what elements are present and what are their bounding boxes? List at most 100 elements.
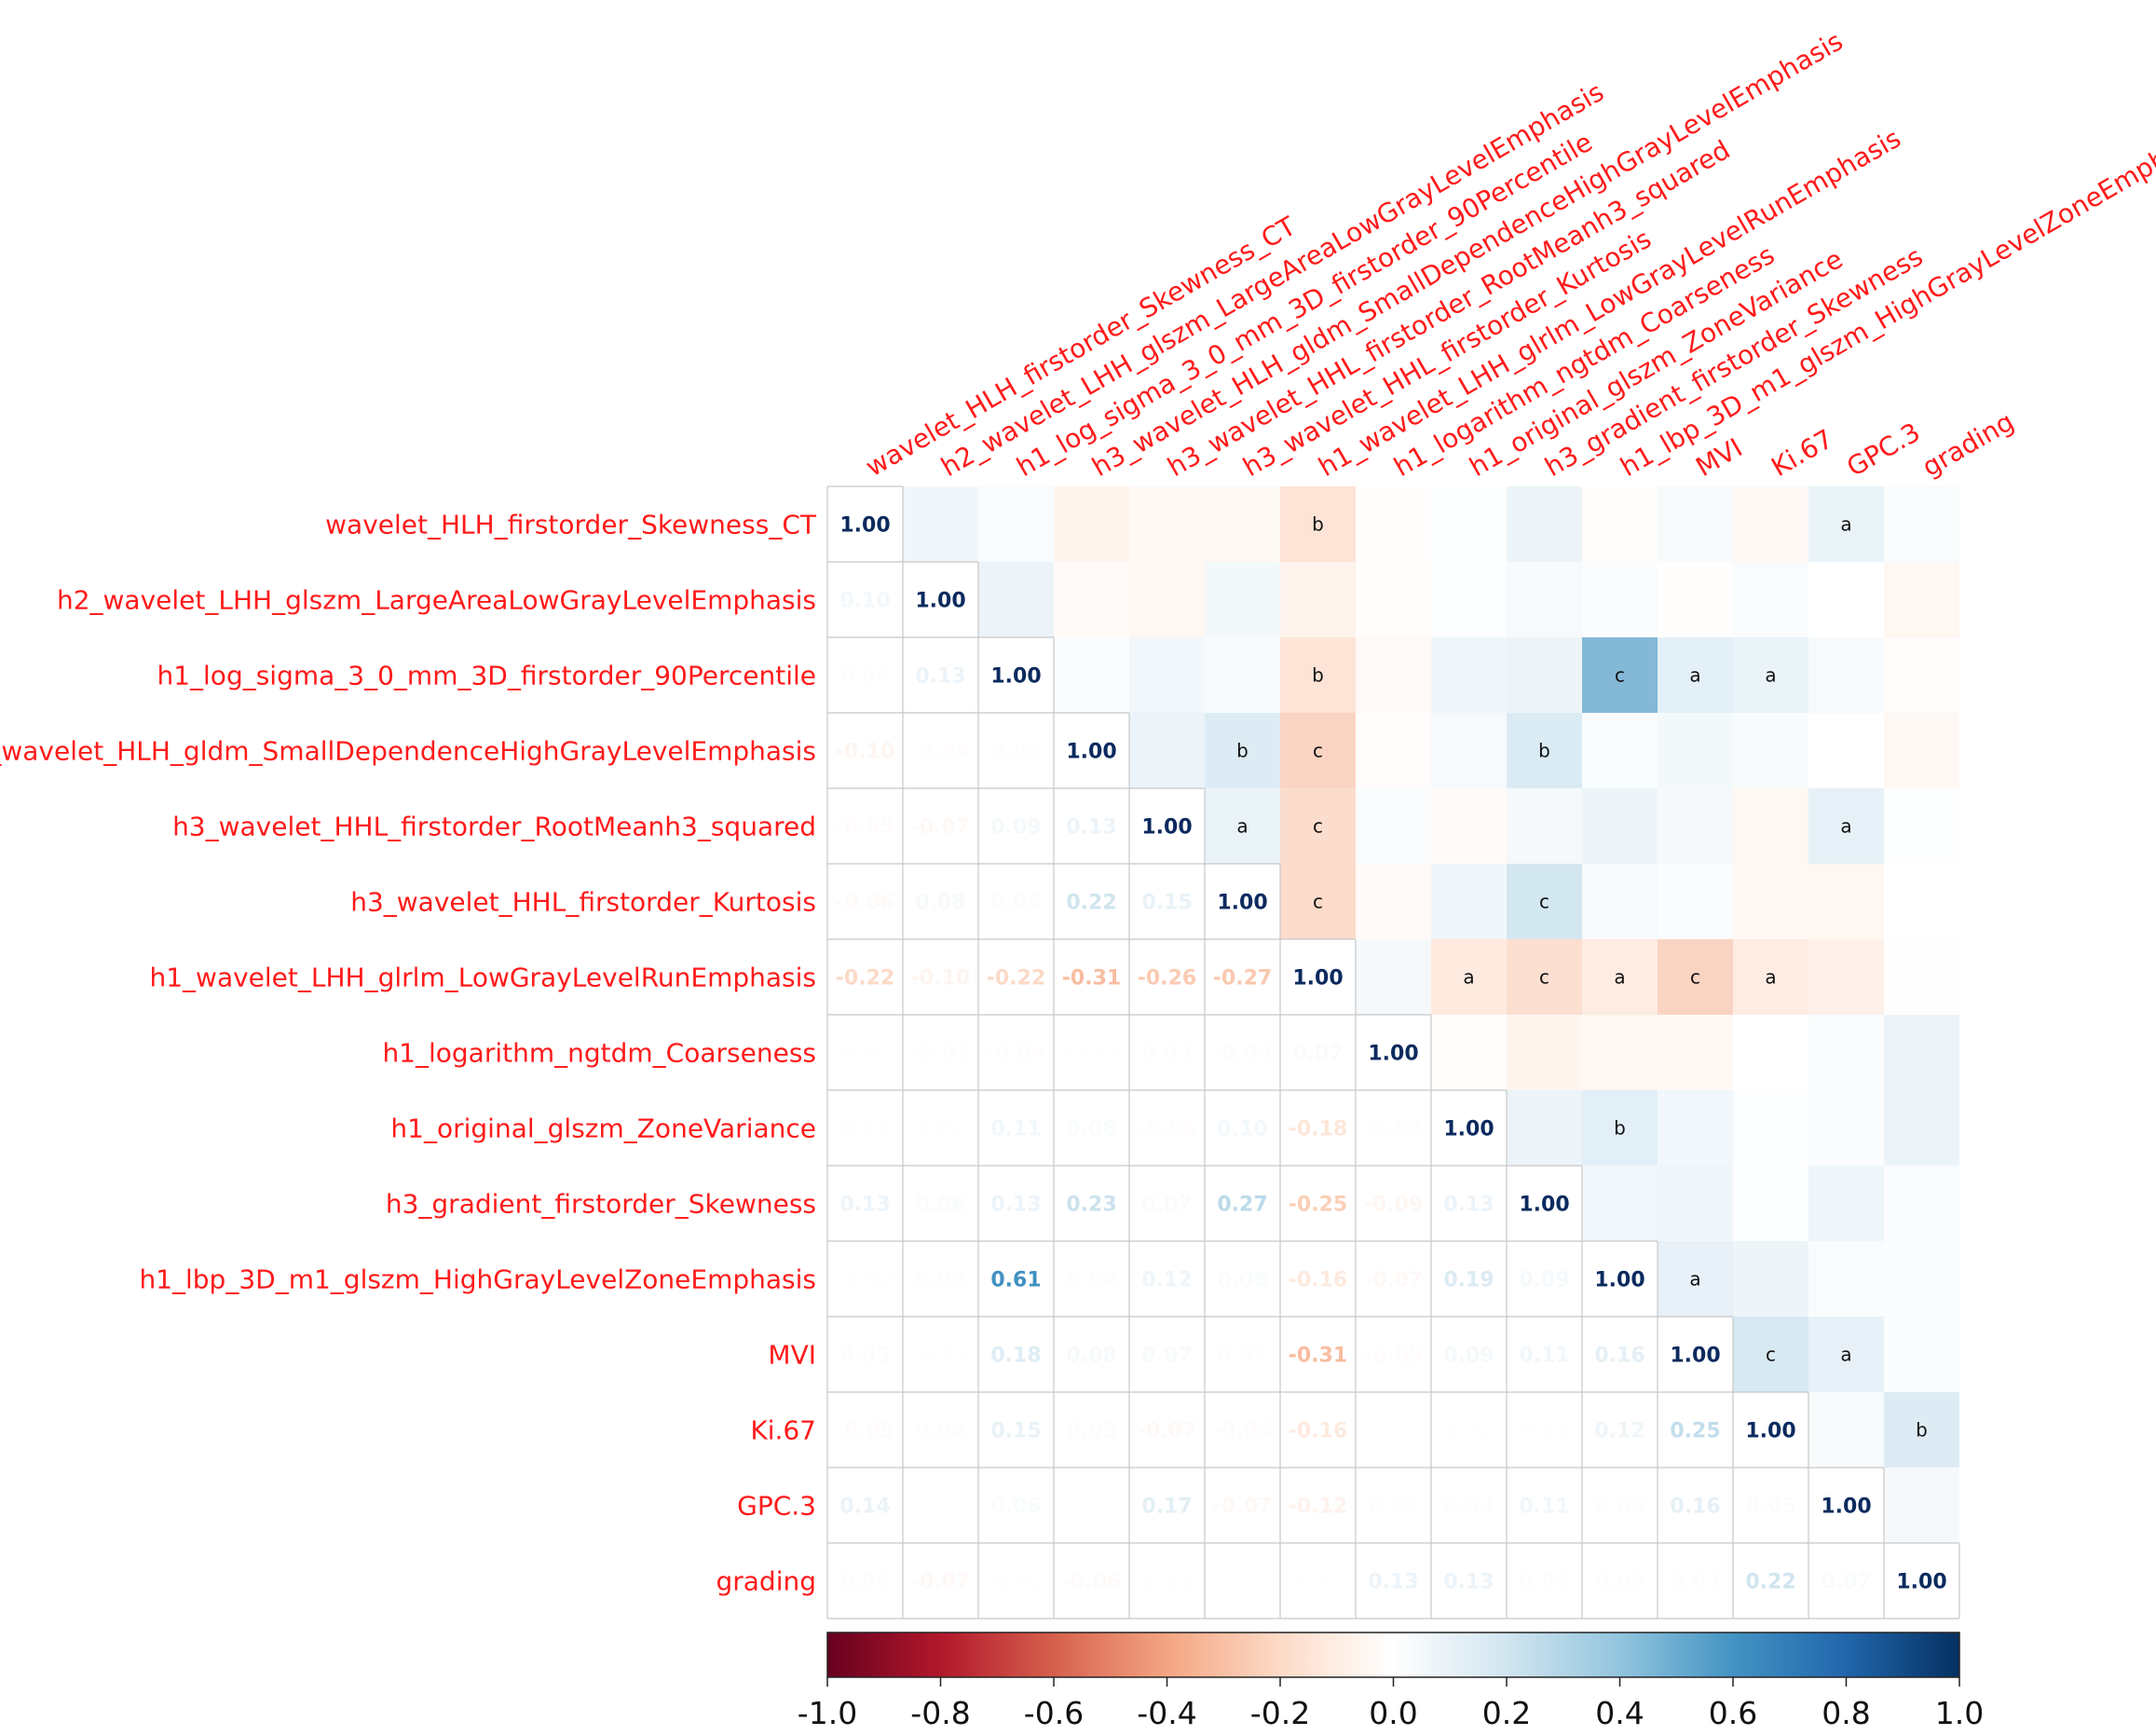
upper-cell bbox=[1884, 1241, 1959, 1317]
lower-cell-value: -0.25 bbox=[1289, 1194, 1347, 1217]
significance-mark: a bbox=[1840, 513, 1851, 536]
lower-cell-value: 0.03 bbox=[915, 1269, 965, 1292]
significance-mark: b bbox=[1538, 740, 1550, 762]
lower-cell-value: -0.07 bbox=[911, 816, 970, 840]
lower-cell-value: 0.08 bbox=[1066, 1345, 1116, 1368]
upper-cell bbox=[1733, 713, 1808, 788]
lower-cell-value: 0.13 bbox=[990, 1194, 1041, 1217]
lower-cell-value: -0.02 bbox=[836, 1269, 894, 1292]
diagonal-value: 1.00 bbox=[915, 590, 965, 613]
significance-mark: a bbox=[1765, 966, 1776, 989]
diagonal-value: 1.00 bbox=[1594, 1269, 1644, 1292]
significance-mark: b bbox=[1312, 664, 1324, 687]
lower-cell-value: -0.05 bbox=[1364, 1345, 1423, 1368]
upper-cell bbox=[1507, 713, 1582, 788]
lower-cell-value: 0.16 bbox=[1670, 1496, 1720, 1519]
colorbar-tick-label: -0.2 bbox=[1250, 1695, 1310, 1731]
lower-cell-value: -0.26 bbox=[1138, 967, 1196, 990]
colorbar-gradient bbox=[826, 1632, 1960, 1678]
upper-cell bbox=[1808, 1015, 1884, 1090]
lower-cell-value: 0.11 bbox=[1519, 1496, 1569, 1519]
lower-cell-value: 0.22 bbox=[1745, 1571, 1795, 1594]
lower-cell-value: 0.19 bbox=[1443, 1269, 1494, 1292]
lower-cell-value: 0.13 bbox=[1443, 1194, 1494, 1217]
upper-cell bbox=[1733, 939, 1808, 1015]
upper-cell bbox=[1733, 562, 1808, 637]
upper-cell bbox=[1205, 788, 1280, 864]
upper-cell bbox=[1129, 637, 1205, 713]
diagonal-value: 1.00 bbox=[839, 514, 890, 538]
upper-cell bbox=[1507, 1015, 1582, 1090]
upper-cell bbox=[1884, 1317, 1959, 1392]
upper-cell bbox=[1431, 939, 1507, 1015]
lower-cell-value: 0.03 bbox=[1217, 1345, 1267, 1368]
lower-cell-value: 0.25 bbox=[1670, 1420, 1720, 1443]
upper-cell bbox=[903, 486, 978, 562]
significance-mark: b bbox=[1614, 1117, 1626, 1140]
upper-cell bbox=[1356, 939, 1431, 1015]
lower-cell-value: -0.02 bbox=[1062, 1043, 1121, 1066]
lower-cell-value: 0.09 bbox=[1443, 1345, 1494, 1368]
row-label: h1_log_sigma_3_0_mm_3D_firstorder_90Perc… bbox=[157, 661, 816, 691]
upper-cell bbox=[1582, 1015, 1658, 1090]
lower-cell-value: 0.18 bbox=[990, 1345, 1041, 1368]
lower-cell-value: 0.04 bbox=[1594, 1496, 1644, 1519]
significance-mark: a bbox=[1689, 1268, 1700, 1291]
upper-cell bbox=[1884, 637, 1959, 713]
heatmap-cells bbox=[903, 486, 1959, 1543]
colorbar-tick-label: -0.6 bbox=[1024, 1695, 1084, 1731]
lower-cell-value: -0.02 bbox=[836, 1043, 894, 1066]
row-label: grading bbox=[716, 1566, 816, 1597]
lower-cell-value: 0.11 bbox=[1519, 1345, 1569, 1368]
row-label: h3_wavelet_HLH_gldm_SmallDependenceHighG… bbox=[0, 736, 816, 767]
significance-mark: c bbox=[1313, 740, 1323, 762]
lower-cell-value: -0.07 bbox=[1213, 1496, 1272, 1519]
lower-cell-value: 0.15 bbox=[1141, 892, 1192, 915]
upper-cell bbox=[978, 562, 1054, 637]
upper-cell bbox=[1808, 1241, 1884, 1317]
upper-cell bbox=[1431, 562, 1507, 637]
lower-cell-value: -0.22 bbox=[987, 967, 1045, 990]
upper-cell bbox=[1808, 1090, 1884, 1166]
upper-cell bbox=[1884, 1090, 1959, 1166]
upper-cell bbox=[1431, 486, 1507, 562]
lower-cell-value: -0.10 bbox=[836, 741, 894, 764]
upper-cell bbox=[1808, 486, 1884, 562]
lower-cell-value: 0.07 bbox=[1141, 1194, 1192, 1217]
lower-cell-value: -0.22 bbox=[836, 967, 894, 990]
row-label: MVI bbox=[768, 1340, 816, 1371]
upper-cell bbox=[1658, 864, 1733, 939]
colorbar-tick-label: 1.0 bbox=[1935, 1695, 1984, 1731]
lower-cell-value: 0.03 bbox=[1670, 1571, 1720, 1594]
upper-cell bbox=[1808, 1317, 1884, 1392]
lower-cell-value: 0.12 bbox=[1594, 1420, 1644, 1443]
lower-cell-value: 0.03 bbox=[1443, 1496, 1494, 1519]
significance-mark: a bbox=[1463, 966, 1474, 989]
lower-cell-value: 0.04 bbox=[915, 1420, 965, 1443]
colorbar-tick-label: 0.2 bbox=[1482, 1695, 1531, 1731]
lower-cell-value: 0.61 bbox=[990, 1269, 1041, 1292]
upper-cell bbox=[1884, 788, 1959, 864]
lower-cell-value: 0.03 bbox=[1519, 1571, 1569, 1594]
lower-cell-value: -0.04 bbox=[987, 1043, 1045, 1066]
colorbar-tick-label: -0.8 bbox=[910, 1695, 970, 1731]
row-label: h1_logarithm_ngtdm_Coarseness bbox=[382, 1038, 816, 1069]
upper-cell bbox=[1129, 486, 1205, 562]
colorbar-tick-label: -1.0 bbox=[798, 1695, 857, 1731]
lower-cell-value: 0.10 bbox=[839, 590, 890, 613]
row-label: wavelet_HLH_firstorder_Skewness_CT bbox=[325, 510, 817, 540]
lower-cell-value: 0.03 bbox=[1141, 1043, 1192, 1066]
diagonal-value: 1.00 bbox=[1519, 1194, 1569, 1217]
diagonal-value: 1.00 bbox=[1670, 1345, 1720, 1368]
significance-mark: c bbox=[1690, 966, 1700, 989]
upper-cell bbox=[1431, 788, 1507, 864]
lower-cell-value: 0.17 bbox=[1141, 1496, 1192, 1519]
upper-cell bbox=[1431, 1015, 1507, 1090]
lower-cell-value: 0.05 bbox=[990, 892, 1041, 915]
upper-cell bbox=[1884, 864, 1959, 939]
row-label: h1_original_glszm_ZoneVariance bbox=[390, 1113, 816, 1144]
lower-cell-value: -0.31 bbox=[1289, 1345, 1347, 1368]
row-label: GPC.3 bbox=[737, 1491, 816, 1522]
lower-cell-value: -0.07 bbox=[911, 1571, 970, 1594]
lower-cell-value: 0.02 bbox=[1519, 1420, 1569, 1443]
